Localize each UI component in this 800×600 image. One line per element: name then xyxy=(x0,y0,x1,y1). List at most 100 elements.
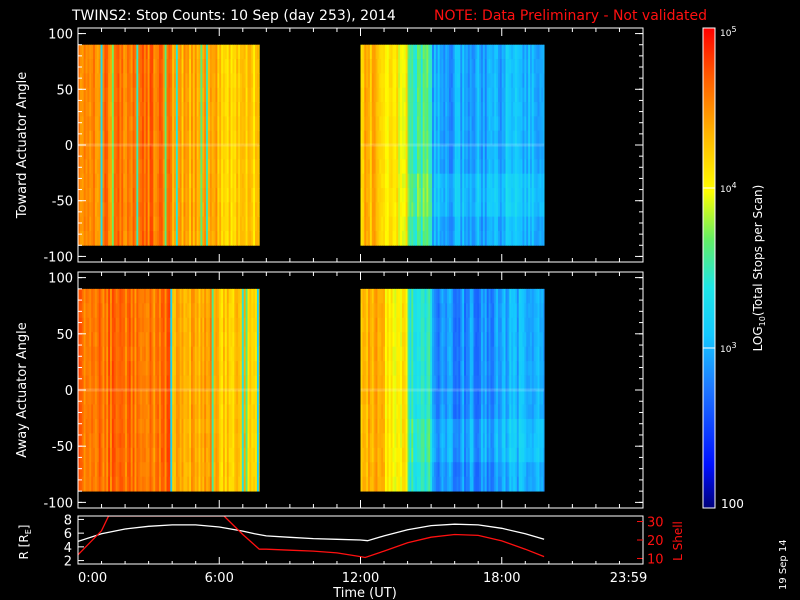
heatmap-cell-2562 xyxy=(522,44,525,60)
heatmap-cell-1247 xyxy=(245,303,248,319)
heatmap-cell-418 xyxy=(132,462,135,478)
heatmap-cell-2594 xyxy=(526,102,529,117)
heatmap-cell-1946 xyxy=(439,44,442,60)
heatmap-cell-1091 xyxy=(223,230,226,246)
heatmap-cell-2249 xyxy=(479,173,482,189)
heatmap-cell-2563 xyxy=(522,59,525,74)
heatmap-cell-2724 xyxy=(543,159,545,175)
heatmap-cell-551 xyxy=(151,116,154,132)
heatmap-cell-2546 xyxy=(518,216,521,232)
heatmap-cell-2028 xyxy=(449,462,452,478)
heatmap-cell-214 xyxy=(106,102,109,117)
heatmap-cell-1210 xyxy=(239,130,243,146)
heatmap-cell-2475 xyxy=(509,202,512,218)
heatmap-cell-2729 xyxy=(543,230,545,246)
heatmap-cell-2662 xyxy=(535,73,538,89)
heatmap-cell-1491 xyxy=(377,145,380,160)
heatmap-cell-993 xyxy=(209,476,213,492)
heatmap-cell-605 xyxy=(158,87,162,103)
heatmap-cell-1925 xyxy=(435,145,439,160)
heatmap-cell-1217 xyxy=(239,230,243,246)
heatmap-cell-816 xyxy=(187,346,190,362)
heatmap-cell-1706 xyxy=(405,462,408,478)
heatmap-cell-1134 xyxy=(230,44,233,60)
heatmap-cell-1945 xyxy=(437,476,440,492)
heatmap-cell-1893 xyxy=(432,87,435,103)
heatmap-cell-870 xyxy=(194,73,198,89)
heatmap-cell-1971 xyxy=(441,447,444,463)
heatmap-cell-823 xyxy=(187,447,190,463)
heatmap-cell-525 xyxy=(147,390,150,405)
heatmap-cell-2328 xyxy=(490,102,493,117)
heatmap-cell-1825 xyxy=(422,116,425,132)
heatmap-cell-1272 xyxy=(247,462,250,478)
heatmap-cell-1087 xyxy=(223,173,226,189)
heatmap-cell-2018 xyxy=(449,317,452,333)
heatmap-cell-1347 xyxy=(258,332,260,348)
heatmap-cell-176 xyxy=(100,159,103,175)
heatmap-cell-1038 xyxy=(217,317,220,333)
heatmap-cell-659 xyxy=(166,303,169,319)
heatmap-cell-1907 xyxy=(433,332,437,348)
heatmap-cell-1216 xyxy=(239,216,243,232)
heatmap-cell-2714 xyxy=(541,216,544,232)
heatmap-cell-550 xyxy=(151,102,154,117)
heatmap-cell-2493 xyxy=(513,59,516,74)
heatmap-cell-2401 xyxy=(499,145,503,160)
heatmap-cell-2634 xyxy=(531,73,535,89)
heatmap-cell-1472 xyxy=(375,73,378,89)
heatmap-cell-297 xyxy=(117,87,120,103)
heatmap-cell-1101 xyxy=(224,418,228,434)
heatmap-cell-78 xyxy=(87,404,90,420)
heatmap-cell-1176 xyxy=(236,44,239,60)
heatmap-cell-963 xyxy=(206,447,209,463)
heatmap-cell-1809 xyxy=(420,332,424,348)
heatmap-cell-2244 xyxy=(479,102,482,117)
heatmap-cell-617 xyxy=(160,59,164,74)
heatmap-cell-2586 xyxy=(524,187,527,203)
heatmap-cell-171 xyxy=(100,332,103,348)
heatmap-cell-2167 xyxy=(467,202,471,218)
heatmap-cell-2313 xyxy=(488,87,491,103)
heatmap-cell-1415 xyxy=(368,303,371,319)
heatmap-cell-1587 xyxy=(390,361,393,376)
heatmap-cell-1414 xyxy=(368,44,371,60)
heatmap-cell-1148 xyxy=(232,288,235,304)
heatmap-cell-1845 xyxy=(424,447,427,463)
heatmap-cell-873 xyxy=(194,361,198,376)
heatmap-cell-735 xyxy=(175,390,179,405)
heatmap-cell-934 xyxy=(202,187,205,203)
heatmap-cell-1151 xyxy=(232,87,235,103)
heatmap-cell-1798 xyxy=(418,130,422,146)
heatmap-cell-1385 xyxy=(362,476,365,492)
heatmap-cell-1887 xyxy=(430,202,433,218)
heatmap-cell-170 xyxy=(100,317,103,333)
heatmap-cell-1543 xyxy=(384,332,388,348)
heatmap-cell-821 xyxy=(187,418,190,434)
heatmap-cell-449 xyxy=(138,303,141,319)
heatmap-cell-1873 xyxy=(428,202,431,218)
heatmap-cell-1709 xyxy=(407,303,410,319)
heatmap-cell-238 xyxy=(110,288,113,304)
heatmap-cell-127 xyxy=(94,303,98,319)
heatmap-cell-2016 xyxy=(449,44,452,60)
heatmap-cell-1832 xyxy=(422,462,425,478)
heatmap-cell-2577 xyxy=(524,59,527,74)
heatmap-cell-236 xyxy=(108,462,111,478)
heatmap-cell-479 xyxy=(142,332,145,348)
heatmap-cell-2628 xyxy=(530,187,533,203)
heatmap-cell-502 xyxy=(143,462,147,478)
heatmap-cell-1105 xyxy=(224,230,228,246)
heatmap-cell-717 xyxy=(174,332,177,348)
heatmap-cell-1111 xyxy=(226,116,230,132)
heatmap-cell-1574 xyxy=(388,130,392,146)
heatmap-cell-0 xyxy=(78,288,81,304)
heatmap-cell-1599 xyxy=(392,87,395,103)
heatmap-cell-2339 xyxy=(492,59,495,74)
heatmap-cell-1761 xyxy=(413,202,416,218)
heatmap-cell-211 xyxy=(106,303,109,319)
heatmap-cell-1564 xyxy=(386,187,390,203)
heatmap-cell-536 xyxy=(149,346,152,362)
heatmap-cell-486 xyxy=(142,187,145,203)
